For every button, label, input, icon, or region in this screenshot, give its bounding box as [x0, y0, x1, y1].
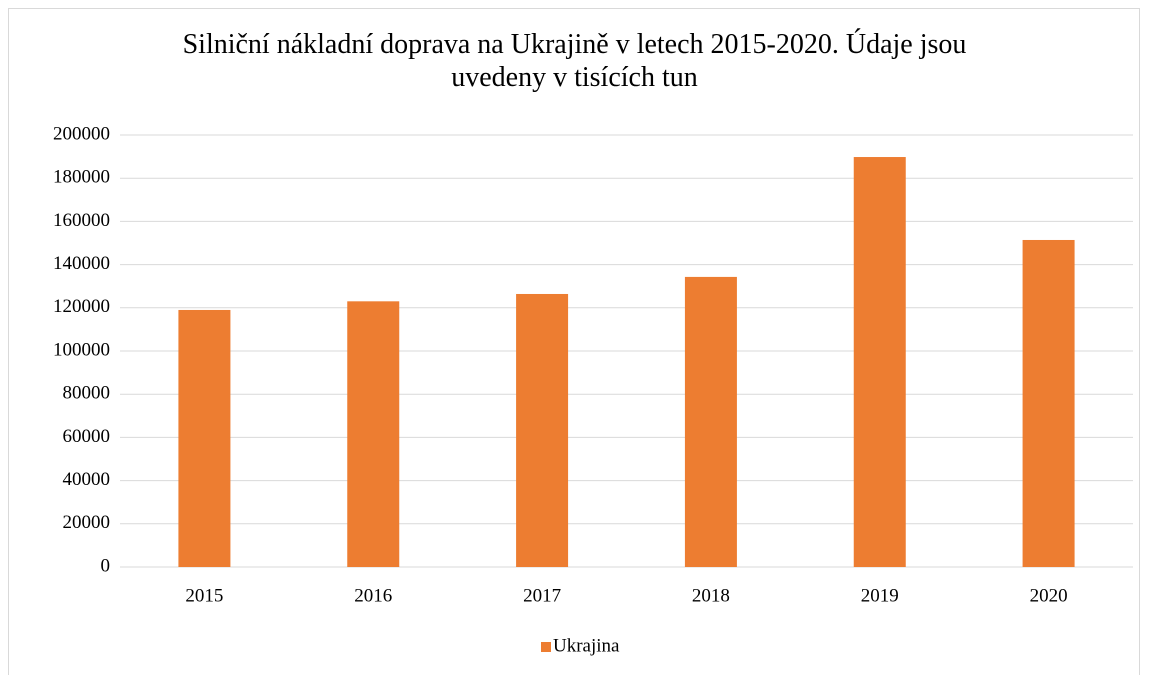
bar	[853, 157, 906, 568]
y-tick-label: 160000	[53, 210, 110, 231]
y-tick-label: 80000	[63, 383, 111, 404]
bar	[347, 301, 400, 567]
chart-title: Silniční nákladní doprava na Ukrajině v …	[182, 29, 967, 93]
y-tick-label: 40000	[63, 469, 111, 490]
y-tick-label: 120000	[53, 296, 110, 317]
y-tick-label: 140000	[53, 253, 110, 274]
x-tick-label: 2019	[861, 585, 899, 606]
x-tick-label: 2020	[1030, 585, 1068, 606]
bar	[684, 276, 737, 567]
y-tick-label: 0	[101, 555, 111, 576]
bar	[516, 293, 569, 567]
legend-label: Ukrajina	[553, 635, 620, 656]
y-tick-label: 20000	[63, 512, 111, 533]
x-tick-label: 2017	[523, 585, 561, 606]
bar	[1022, 239, 1075, 567]
x-tick-label: 2018	[692, 585, 730, 606]
y-tick-label: 180000	[53, 167, 110, 188]
y-tick-label: 60000	[63, 426, 111, 447]
chart-frame	[8, 8, 1140, 675]
legend-swatch	[541, 642, 551, 652]
x-tick-label: 2015	[185, 585, 223, 606]
x-tick-label: 2016	[354, 585, 392, 606]
y-tick-label: 200000	[53, 123, 110, 144]
bar	[178, 309, 231, 567]
y-tick-label: 100000	[53, 339, 110, 360]
